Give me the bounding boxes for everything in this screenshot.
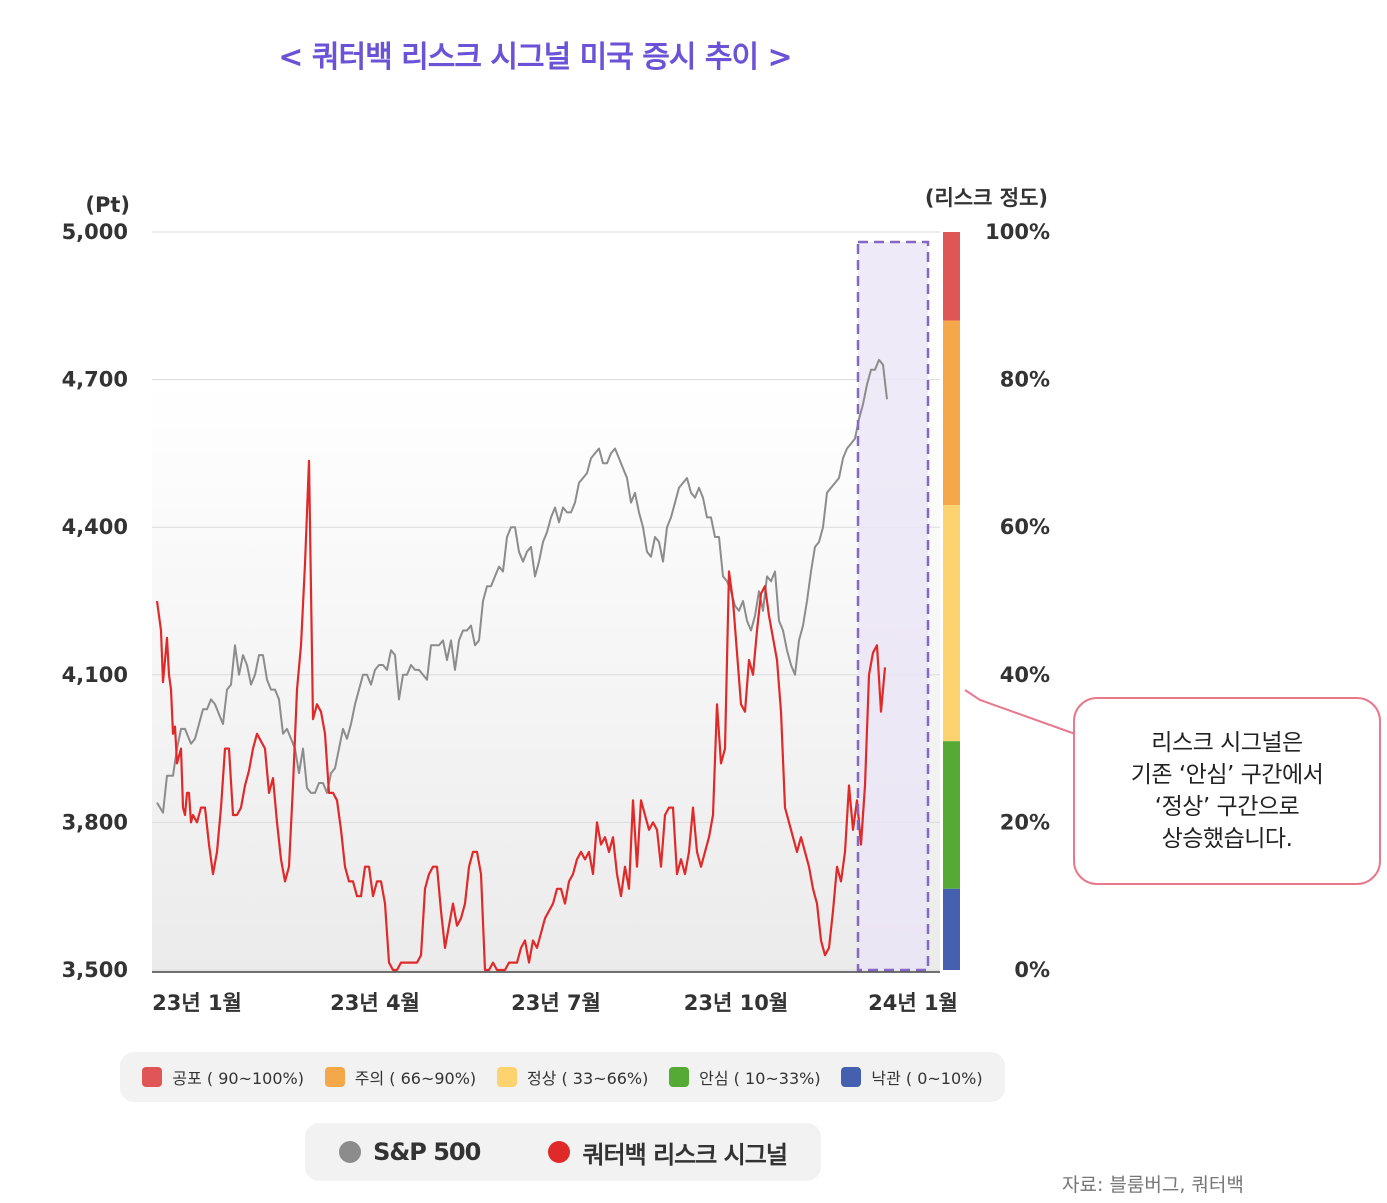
y-left-tick-label: 4,100 xyxy=(62,663,128,687)
y-right-tick-label: 20% xyxy=(1000,810,1050,834)
series-legend-item-sp500: S&P 500 xyxy=(339,1138,481,1166)
y-tick-labels: 5,000 100% 4,700 80% 4,400 60% 4,100 40% 3,800 20… xyxy=(62,220,1050,982)
series-dot-risk xyxy=(548,1141,571,1163)
risk-zone-11-31 xyxy=(943,741,960,889)
zone-swatch-safe xyxy=(669,1067,690,1087)
chart-area: (Pt) (리스크 정도) 5,000 100% 4,700 80% 4,400 60% 4… xyxy=(62,186,1079,1015)
zone-swatch-optimism xyxy=(841,1067,862,1087)
y-left-tick-label: 5,000 xyxy=(62,220,128,244)
callout-text: 리스크 시그널은 기존 ‘안심’ 구간에서 ‘정상’ 구간으로 상승했습니다. xyxy=(1130,730,1324,852)
y-right-unit: (리스크 정도) xyxy=(925,186,1048,210)
risk-zone-63-88 xyxy=(943,320,960,506)
zone-legend-item-optimism: 낙관 ( 0~10%) xyxy=(841,1065,983,1089)
plot-background xyxy=(152,380,940,972)
x-tick-label: 23년 7월 xyxy=(511,991,601,1015)
x-tick-label: 23년 4월 xyxy=(330,991,420,1015)
chart-title: < 쿼터백 리스크 시그널 미국 증시 추이 > xyxy=(278,40,792,75)
series-legend-item-risk: 쿼터백 리스크 시그널 xyxy=(548,1135,788,1170)
y-left-tick-label: 3,800 xyxy=(62,810,128,834)
x-tick-label: 23년 10월 xyxy=(684,991,788,1015)
zone-legend-item-safe: 안심 ( 10~33%) xyxy=(669,1065,821,1089)
gridlines xyxy=(152,231,940,971)
zone-legend: 공포 ( 90~100%) 주의 ( 66~90%) 정상 ( 33~66%) … xyxy=(120,1052,1005,1102)
series-layer xyxy=(155,358,888,972)
sp500-line xyxy=(156,358,888,814)
risk-signal-line xyxy=(155,459,887,972)
zone-legend-label: 낙관 ( 0~10%) xyxy=(871,1069,983,1088)
y-right-tick-label: 60% xyxy=(1000,515,1050,539)
y-right-tick-label: 100% xyxy=(985,220,1050,244)
y-right-tick-label: 40% xyxy=(1000,663,1050,687)
callout-box: 리스크 시그널은 기존 ‘안심’ 구간에서 ‘정상’ 구간으로 상승했습니다. xyxy=(1073,697,1381,885)
y-left-unit: (Pt) xyxy=(85,193,130,217)
series-legend-label: 쿼터백 리스크 시그널 xyxy=(582,1140,787,1169)
zone-legend-item-normal: 정상 ( 33~66%) xyxy=(496,1065,649,1089)
series-legend: S&P 500 쿼터백 리스크 시그널 xyxy=(305,1123,821,1181)
zone-legend-label: 안심 ( 10~33%) xyxy=(699,1069,821,1088)
risk-zone-88-100 xyxy=(943,232,960,321)
y-left-tick-label: 4,400 xyxy=(62,515,128,539)
y-left-tick-label: 3,500 xyxy=(62,958,128,982)
zone-legend-label: 주의 ( 66~90%) xyxy=(354,1069,477,1088)
risk-zone-31-63 xyxy=(943,505,960,742)
highlight-box-border xyxy=(856,240,930,972)
y-right-tick-label: 80% xyxy=(1000,368,1050,392)
x-tick-label: 23년 1월 xyxy=(152,991,242,1015)
callout-pointer xyxy=(964,689,1079,736)
series-legend-label: S&P 500 xyxy=(373,1138,481,1166)
y-left-tick-label: 4,700 xyxy=(62,368,128,392)
x-tick-labels: 23년 1월 23년 4월 23년 7월 23년 10월 24년 1월 xyxy=(152,991,958,1015)
x-tick-label: 24년 1월 xyxy=(868,991,958,1015)
zone-swatch-normal xyxy=(496,1067,517,1087)
zone-legend-item-fear: 공포 ( 90~100%) xyxy=(142,1065,304,1089)
series-dot-sp500 xyxy=(339,1141,362,1163)
zone-swatch-fear xyxy=(142,1067,163,1087)
zone-legend-item-caution: 주의 ( 66~90%) xyxy=(324,1065,477,1089)
zone-swatch-caution xyxy=(324,1067,345,1087)
zone-legend-label: 공포 ( 90~100%) xyxy=(172,1069,304,1088)
risk-zone-0-11 xyxy=(943,888,960,970)
zone-legend-label: 정상 ( 33~66%) xyxy=(526,1069,649,1088)
source-note: 자료: 블룸버그, 쿼터백 xyxy=(1062,1174,1244,1196)
y-right-tick-label: 0% xyxy=(1014,958,1050,982)
highlight-box xyxy=(858,242,928,970)
risk-zone-bar xyxy=(943,232,960,970)
